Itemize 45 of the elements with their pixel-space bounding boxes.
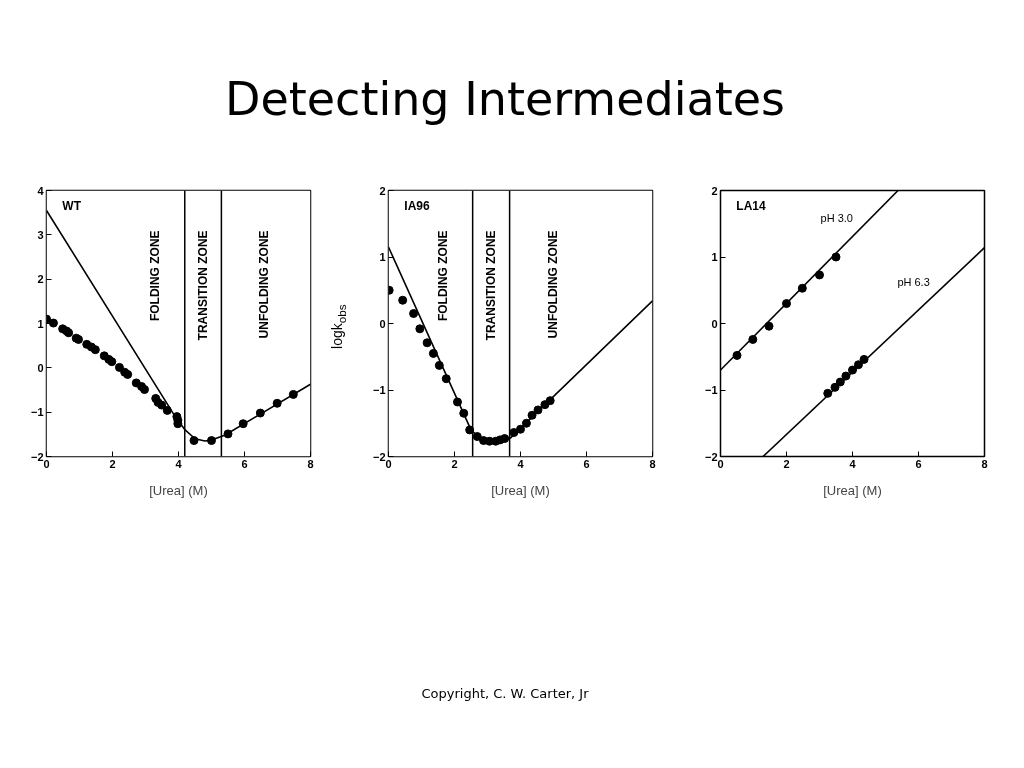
y-tick-label: 2 (37, 273, 44, 286)
x-axis-title: [Urea] (M) (149, 482, 208, 498)
text: Detecting Intermediates (225, 71, 785, 128)
y-tick-label: 0 (37, 361, 44, 374)
band-label: UNFOLDING ZONE (257, 230, 272, 339)
text: Copyright, C. W. Carter, Jr (421, 685, 589, 703)
y-tick-label: 0 (711, 317, 718, 330)
y-tick-label: −2 (372, 450, 386, 463)
y-tick-label: −1 (372, 384, 386, 396)
y-tick-label: 2 (379, 184, 386, 197)
series-label: pH 6.3 (897, 275, 930, 288)
band-label: TRANSITION ZONE (484, 230, 499, 341)
x-tick-label: 4 (517, 457, 525, 470)
x-tick-label: 8 (649, 457, 656, 470)
y-tick-label: 4 (37, 184, 45, 197)
y-tick-label: −2 (30, 450, 44, 463)
x-tick-label: 8 (307, 457, 314, 470)
x-tick-label: 6 (915, 457, 922, 470)
x-tick-label: 6 (583, 457, 590, 470)
x-tick-label: 8 (981, 457, 988, 470)
y-tick-label: 1 (37, 317, 44, 330)
y-tick-label: 3 (37, 228, 44, 241)
y-tick-label: 1 (379, 251, 386, 263)
x-tick-label: 6 (241, 457, 248, 470)
series-label: pH 3.0 (820, 212, 853, 224)
y-tick-label: 2 (711, 184, 718, 197)
x-tick-label: 4 (849, 457, 857, 470)
annotation: IA96 (404, 199, 431, 214)
x-tick-label: 2 (783, 457, 790, 470)
y-tick-label: −1 (704, 384, 718, 396)
x-tick-label: 2 (451, 457, 458, 470)
y-tick-label: 1 (711, 251, 718, 263)
x-axis-title: [Urea] (M) (823, 482, 882, 498)
x-tick-label: 4 (175, 457, 183, 470)
annotation: LA14 (736, 199, 767, 214)
band-label: FOLDING ZONE (435, 230, 450, 322)
x-axis-title: [Urea] (M) (491, 482, 550, 498)
x-tick-label: 2 (109, 457, 116, 470)
annotation: WT (62, 199, 82, 214)
y-tick-label: 0 (379, 317, 386, 330)
band-label: UNFOLDING ZONE (545, 230, 560, 339)
band-label: TRANSITION ZONE (196, 230, 211, 341)
y-tick-label: −2 (704, 450, 718, 463)
y-tick-label: −1 (30, 406, 44, 419)
band-label: FOLDING ZONE (148, 230, 163, 322)
